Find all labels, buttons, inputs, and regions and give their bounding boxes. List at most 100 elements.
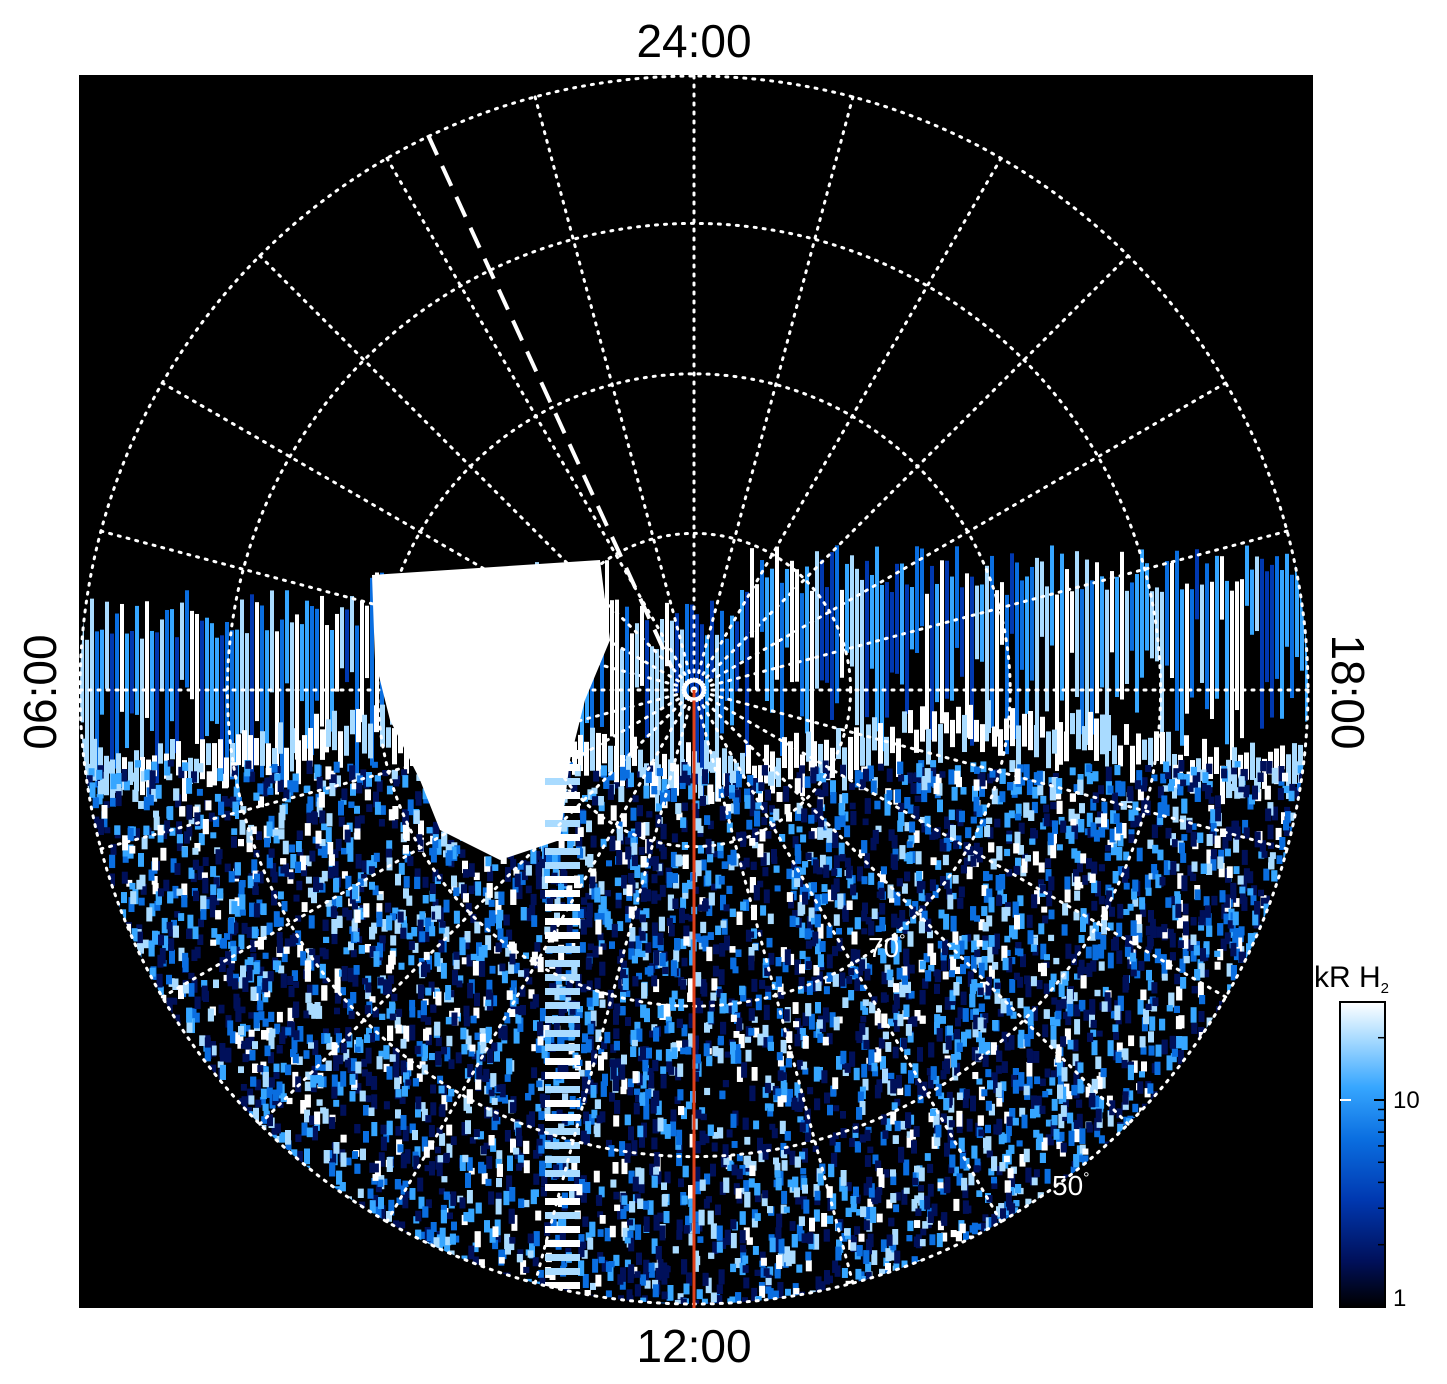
emission-pixel [906,1135,913,1148]
emission-streak [175,637,179,754]
emission-pixel [371,1094,378,1110]
emission-pixel [361,1058,368,1067]
emission-pixel [1004,935,1011,943]
emission-pixel [398,1310,404,1324]
emission-pixel [597,932,604,941]
emission-band [848,736,853,780]
emission-pixel [734,1258,741,1269]
emission-band [998,729,1003,756]
emission-band [1130,745,1135,783]
emission-streak [1130,582,1134,651]
emission-pixel [1086,812,1093,827]
emission-pixel [633,889,640,905]
emission-streak [1265,571,1269,683]
emission-pixel [352,972,359,987]
emission-band [350,709,355,735]
emission-pixel [282,840,289,855]
emission-band [284,747,289,788]
emission-pixel [548,1035,555,1045]
emission-pixel [768,1082,775,1091]
emission-pixel [350,783,356,796]
emission-streak [275,631,279,795]
emission-pixel [762,1033,769,1048]
emission-pixel [758,1146,765,1163]
emission-pixel [966,1118,973,1132]
emission-pixel [1051,997,1058,1005]
emission-band [854,727,859,771]
emission-pixel [417,1177,424,1192]
emission-streak [345,609,349,683]
emission-pixel [743,1180,750,1192]
emission-pixel [867,1198,874,1211]
emission-pixel [688,1033,694,1048]
emission-streak [870,574,874,669]
emission-pixel [1040,795,1047,804]
emission-band [920,706,925,742]
emission-band [1160,732,1165,765]
emission-pixel [279,1132,286,1143]
emission-band [1142,739,1147,760]
emission-streak [905,584,909,714]
emission-pixel [343,1049,350,1062]
emission-pixel [1172,806,1179,823]
emission-pixel [1038,923,1045,935]
emission-pixel [635,1094,641,1103]
emission-pixel [371,1076,378,1090]
emission-pixel [1056,844,1063,851]
emission-pixel [1115,780,1122,797]
emission-pixel [982,1214,989,1222]
emission-pixel [96,794,103,805]
emission-streak [960,587,964,677]
emission-streak [290,622,294,772]
emission-pixel [222,773,228,789]
emission-band [686,742,691,769]
emission-pixel [321,1307,327,1320]
emission-pixel [900,1120,907,1130]
emission-pixel [780,1039,787,1054]
emission-pixel [950,1230,957,1238]
emission-streak [880,584,884,752]
emission-pixel [882,994,889,1003]
emission-pixel [648,1087,655,1097]
emission-band [1040,716,1045,738]
emission-pixel [473,1007,480,1019]
emission-pixel [333,1099,340,1107]
emission-pixel [473,872,480,881]
emission-pixel [854,975,861,992]
emission-pixel [972,1072,979,1080]
emission-streak [280,619,284,792]
emission-pixel [726,885,733,895]
emission-pixel [1041,906,1048,913]
emission-streak [1155,587,1159,662]
emission-pixel [823,986,830,995]
emission-streak [780,582,784,756]
emission-pixel [935,773,942,786]
emission-pixel [681,1024,688,1037]
emission-band [1202,738,1207,783]
emission-pixel [373,852,380,862]
emission-streak [730,615,734,726]
emission-pixel [504,1074,511,1082]
emission-streak [815,551,819,689]
emission-band [878,723,883,766]
emission-pixel [655,1049,662,1061]
emission-pixel [911,1140,917,1154]
emission-pixel [1113,1031,1119,1040]
emission-pixel [496,1042,503,1052]
emission-pixel [166,997,173,1014]
emission-pixel [1065,943,1072,959]
emission-pixel [122,851,129,863]
emission-pixel [773,1157,779,1165]
emission-streak [85,639,89,789]
emission-pixel [704,1087,711,1096]
emission-streak [1090,580,1094,735]
emission-pixel [965,1029,972,1039]
emission-pixel [966,866,973,880]
emission-pixel [210,1064,217,1075]
emission-streak [760,560,764,632]
emission-band [188,757,193,785]
emission-pixel [191,949,198,961]
emission-pixel [712,965,719,977]
emission-pixel [142,939,149,949]
emission-pixel [726,1308,732,1317]
